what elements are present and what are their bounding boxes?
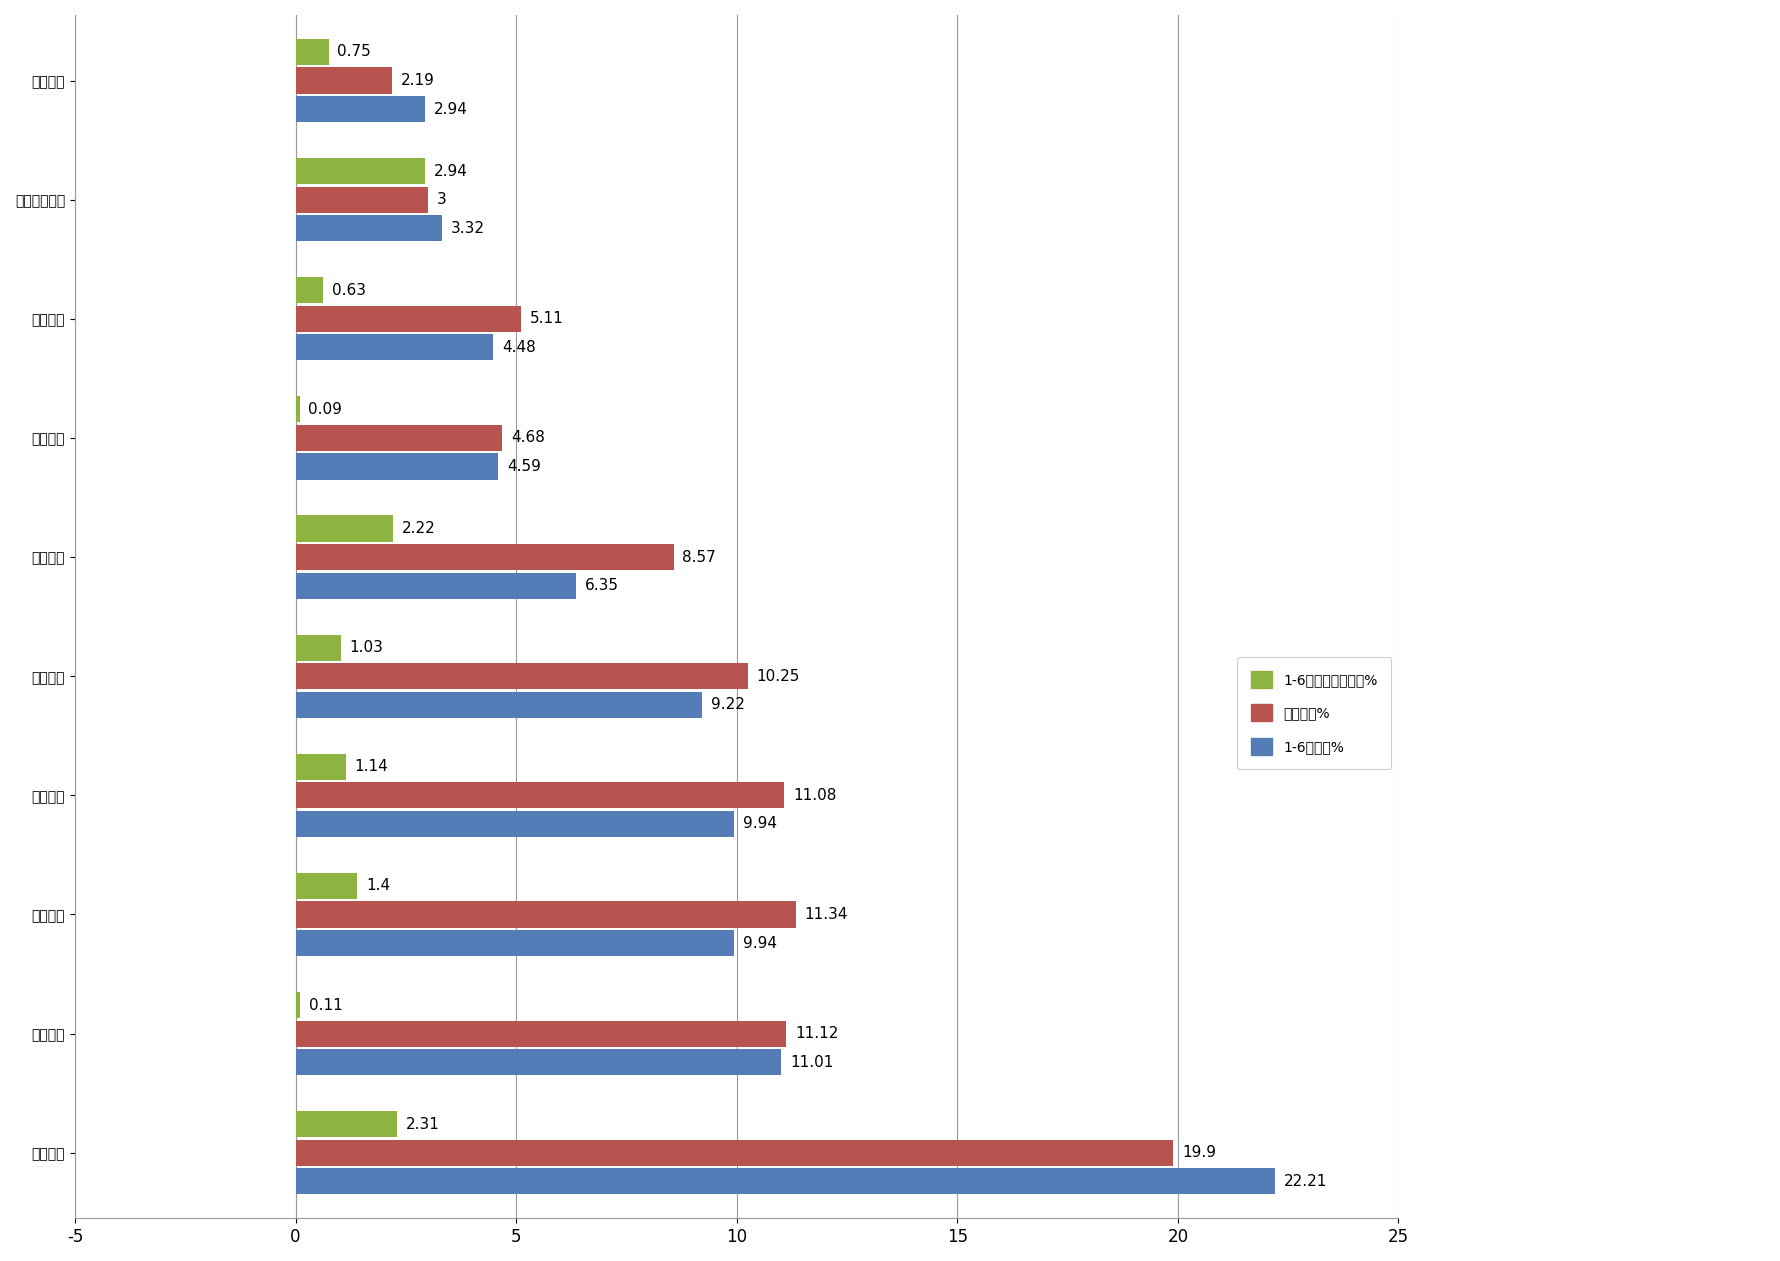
Bar [295, 811, 733, 837]
Text: 9.22: 9.22 [712, 697, 746, 712]
Bar [295, 425, 502, 451]
Bar [295, 158, 425, 184]
Text: 22.21: 22.21 [1283, 1174, 1328, 1189]
Bar [295, 692, 703, 718]
Text: 11.12: 11.12 [796, 1026, 838, 1042]
Bar [295, 334, 493, 361]
Text: 2.94: 2.94 [434, 164, 468, 179]
Text: 6.35: 6.35 [584, 578, 618, 593]
Text: 4.68: 4.68 [511, 430, 545, 445]
Bar [295, 754, 345, 779]
Bar [295, 216, 441, 241]
Bar [295, 96, 425, 122]
Text: 1.4: 1.4 [367, 879, 390, 893]
Text: 4.59: 4.59 [507, 459, 541, 474]
Bar [295, 454, 498, 479]
Bar [295, 782, 785, 808]
Bar [295, 929, 733, 956]
Text: 9.94: 9.94 [742, 816, 776, 831]
Bar [295, 572, 575, 599]
Text: 0.75: 0.75 [338, 44, 372, 59]
Bar [295, 516, 393, 541]
Text: 11.34: 11.34 [805, 907, 847, 922]
Bar [295, 634, 342, 661]
Text: 2.19: 2.19 [400, 73, 434, 88]
Text: 0.11: 0.11 [310, 997, 344, 1013]
Bar [295, 663, 748, 690]
Bar [295, 1111, 397, 1137]
Text: 2.94: 2.94 [434, 102, 468, 116]
Text: 2.31: 2.31 [406, 1117, 440, 1131]
Bar [295, 1020, 787, 1047]
Text: 1.03: 1.03 [351, 641, 384, 656]
Bar [295, 187, 427, 213]
Text: 11.01: 11.01 [790, 1054, 833, 1069]
Text: 0.63: 0.63 [333, 282, 367, 298]
Bar [295, 1168, 1274, 1194]
Text: 9.94: 9.94 [742, 936, 776, 951]
Text: 8.57: 8.57 [682, 550, 716, 565]
Text: 10.25: 10.25 [756, 668, 799, 683]
Bar [295, 396, 299, 422]
Text: 5.11: 5.11 [530, 311, 564, 327]
Text: 4.48: 4.48 [502, 340, 536, 354]
Bar [295, 902, 796, 928]
Text: 3.32: 3.32 [450, 221, 484, 236]
Bar [295, 39, 329, 66]
Text: 2.22: 2.22 [402, 521, 436, 536]
Legend: 1-6月份额同比增减%, 同期份额%, 1-6月份额%: 1-6月份额同比增减%, 同期份额%, 1-6月份额% [1237, 657, 1392, 769]
Bar [295, 277, 324, 304]
Text: 0.09: 0.09 [308, 402, 342, 417]
Bar [295, 992, 301, 1018]
Bar [295, 873, 358, 899]
Bar [295, 305, 522, 332]
Text: 19.9: 19.9 [1182, 1145, 1216, 1160]
Text: 11.08: 11.08 [794, 788, 837, 803]
Bar [295, 1140, 1173, 1166]
Bar [295, 67, 392, 93]
Text: 3: 3 [436, 192, 447, 207]
Text: 1.14: 1.14 [354, 759, 388, 774]
Bar [295, 543, 673, 570]
Bar [295, 1049, 781, 1076]
